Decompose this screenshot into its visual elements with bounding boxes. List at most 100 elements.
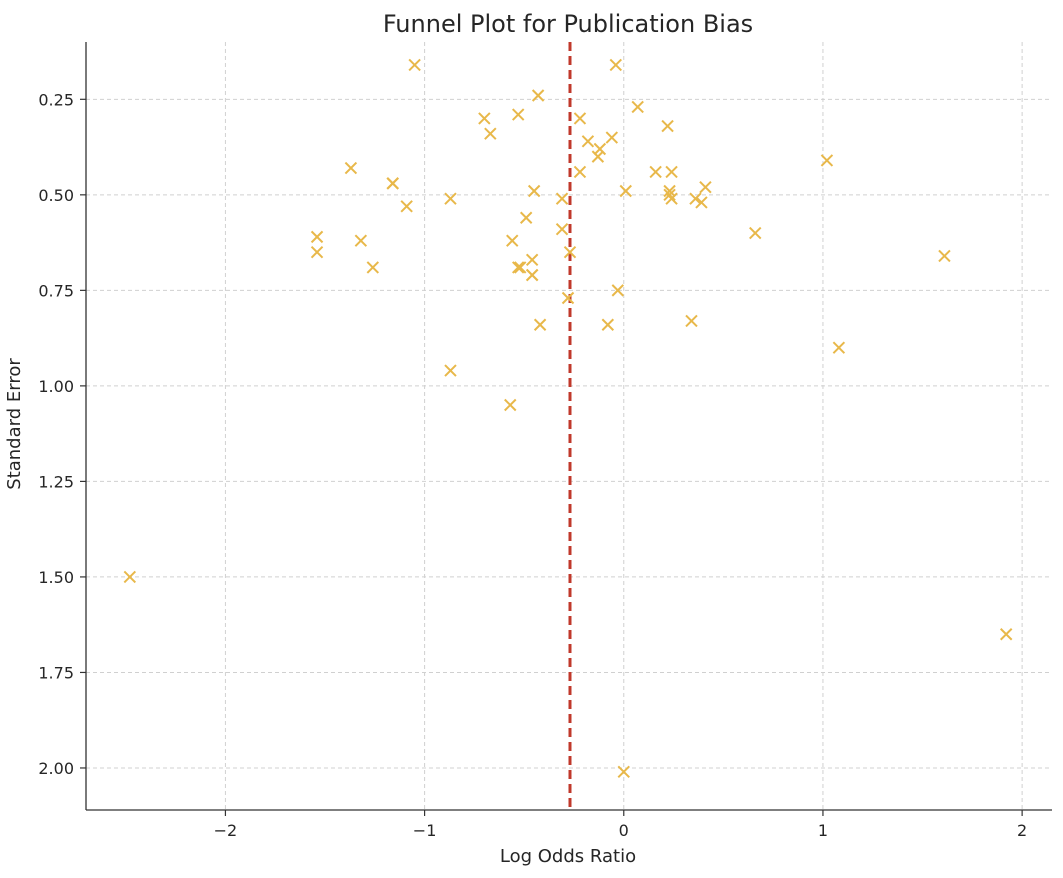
- data-point-stroke: [609, 58, 623, 72]
- data-point: [533, 318, 547, 331]
- data-point: [663, 188, 676, 202]
- x-axis-label: Log Odds Ratio: [500, 846, 636, 867]
- data-point: [531, 89, 545, 102]
- data-point: [408, 58, 421, 72]
- data-point: [444, 364, 457, 377]
- data-point-stroke: [525, 268, 539, 282]
- data-point-stroke: [386, 177, 399, 190]
- data-point: [601, 318, 615, 331]
- y-tick-label: 2.00: [38, 759, 74, 778]
- data-point: [689, 192, 702, 205]
- data-point-stroke: [408, 58, 421, 72]
- data-point-stroke: [563, 245, 577, 259]
- data-point-stroke: [310, 245, 324, 259]
- data-point: [617, 765, 630, 778]
- x-tick-label: 2: [1017, 821, 1027, 840]
- data-point: [699, 180, 712, 194]
- data-points: [123, 58, 1013, 778]
- data-point: [555, 223, 569, 236]
- data-point-stroke: [601, 318, 615, 331]
- data-point-stroke: [665, 192, 678, 205]
- data-point-stroke: [573, 112, 587, 125]
- data-point-stroke: [354, 234, 368, 247]
- data-point-stroke: [581, 135, 595, 148]
- y-tick-label: 0.25: [38, 90, 74, 109]
- data-point-stroke: [478, 112, 491, 125]
- data-point-stroke: [512, 108, 525, 121]
- data-point: [665, 192, 678, 205]
- data-point-stroke: [525, 253, 539, 266]
- data-point-stroke: [533, 318, 547, 331]
- data-point-stroke: [695, 196, 708, 209]
- data-point-stroke: [504, 398, 517, 412]
- data-point-stroke: [593, 142, 607, 156]
- data-point-stroke: [938, 249, 951, 263]
- data-point: [354, 234, 368, 247]
- data-point: [504, 398, 517, 412]
- data-point: [611, 284, 625, 297]
- data-point-stroke: [366, 261, 380, 274]
- axes: −2 −1 0 1 2 0.25 0.50 0.75 1.00 1.25 1.50 1.75 2.00: [38, 42, 1052, 840]
- y-tick-label: 1.25: [38, 472, 74, 491]
- data-point: [619, 184, 632, 198]
- x-tick-label: −2: [214, 821, 238, 840]
- data-point-stroke: [527, 184, 541, 198]
- data-point: [400, 200, 413, 213]
- data-point: [685, 314, 698, 328]
- data-point: [695, 196, 708, 209]
- data-point-stroke: [619, 184, 632, 198]
- data-point-stroke: [699, 180, 712, 194]
- data-point: [938, 249, 951, 263]
- data-point: [386, 177, 399, 190]
- data-point-stroke: [519, 211, 533, 224]
- data-point: [820, 154, 834, 167]
- data-point: [344, 161, 358, 175]
- data-point-stroke: [555, 192, 569, 205]
- data-point: [749, 226, 762, 240]
- data-point: [525, 253, 539, 266]
- y-tick-label: 0.75: [38, 281, 74, 300]
- data-point: [605, 131, 619, 144]
- y-tick-label: 1.00: [38, 377, 74, 396]
- data-point-stroke: [484, 127, 497, 140]
- data-point: [506, 234, 519, 247]
- data-point: [573, 112, 587, 125]
- data-point: [123, 570, 137, 584]
- data-point-stroke: [631, 100, 644, 114]
- data-point: [999, 628, 1013, 641]
- chart-title: Funnel Plot for Publication Bias: [383, 10, 753, 38]
- data-point-stroke: [663, 188, 676, 202]
- data-point: [555, 192, 569, 205]
- y-tick-label: 0.50: [38, 186, 74, 205]
- data-point-stroke: [999, 628, 1013, 641]
- data-point-stroke: [344, 161, 358, 175]
- data-point: [512, 261, 525, 274]
- data-point: [631, 100, 644, 114]
- data-point: [512, 108, 525, 121]
- data-point: [484, 127, 497, 140]
- data-point-stroke: [649, 165, 662, 179]
- x-tick-label: −1: [413, 821, 437, 840]
- data-point-stroke: [820, 154, 834, 167]
- x-tick-label: 1: [818, 821, 828, 840]
- data-point-stroke: [832, 341, 846, 354]
- data-point-stroke: [591, 150, 605, 163]
- data-point: [661, 119, 674, 133]
- data-point: [832, 341, 846, 354]
- y-tick-label: 1.50: [38, 568, 74, 587]
- data-point: [563, 245, 577, 259]
- data-point: [310, 230, 324, 244]
- data-point-stroke: [611, 284, 625, 297]
- data-point-stroke: [561, 291, 575, 305]
- data-point: [513, 261, 527, 274]
- data-point-stroke: [605, 131, 619, 144]
- data-point-stroke: [663, 184, 676, 198]
- data-point: [593, 142, 607, 156]
- data-point-stroke: [617, 765, 630, 778]
- data-point-stroke: [749, 226, 762, 240]
- data-point: [561, 291, 575, 305]
- data-point-stroke: [400, 200, 413, 213]
- data-point: [310, 245, 324, 259]
- data-point: [609, 58, 623, 72]
